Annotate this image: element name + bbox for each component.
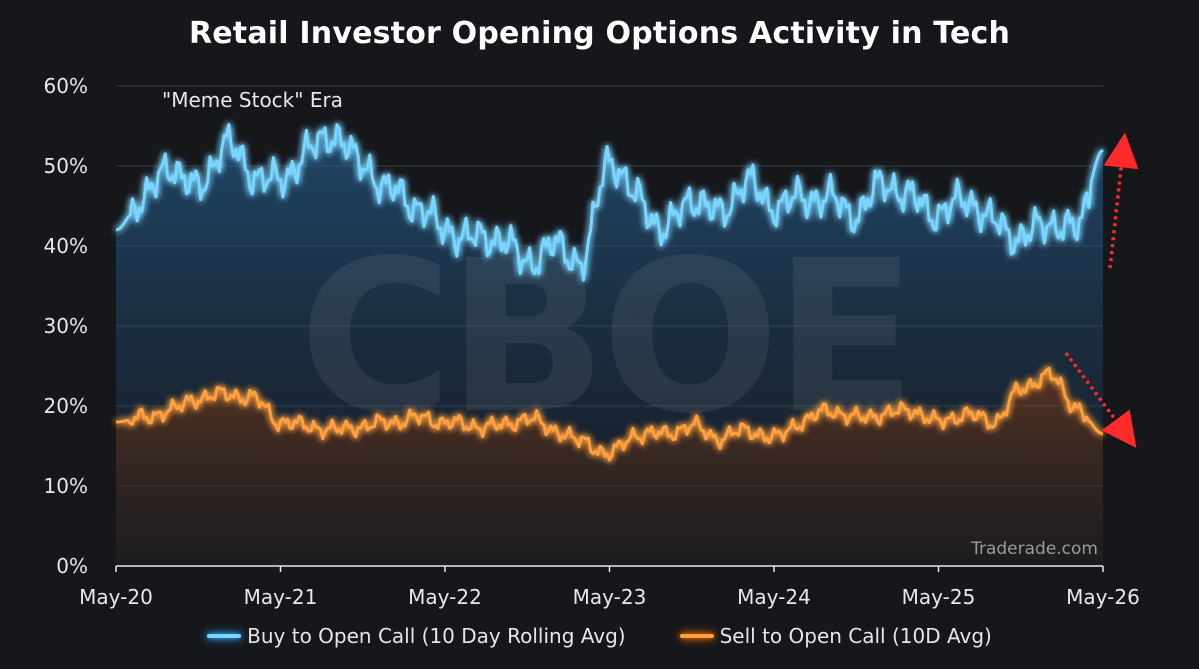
x-tick-label: May-23 — [573, 585, 647, 609]
y-tick-label: 0% — [56, 554, 88, 578]
legend: Buy to Open Call (10 Day Rolling Avg) Se… — [0, 624, 1199, 648]
x-tick-label: May-21 — [244, 585, 318, 609]
y-axis: 0% 10% 20% 30% 40% 50% 60% — [44, 74, 88, 578]
x-tick-label: May-26 — [1066, 585, 1140, 609]
legend-label-buy: Buy to Open Call (10 Day Rolling Avg) — [247, 624, 626, 648]
x-tick-label: May-22 — [408, 585, 482, 609]
series-line-0 — [115, 123, 1104, 282]
x-tick-label: May-25 — [902, 585, 976, 609]
annotation-meme-era: "Meme Stock" Era — [162, 88, 343, 112]
chart-title: Retail Investor Opening Options Activity… — [188, 16, 1011, 51]
legend-label-sell: Sell to Open Call (10D Avg) — [719, 624, 992, 648]
x-tick-label: May-20 — [79, 585, 153, 609]
y-tick-label: 30% — [44, 314, 88, 338]
y-tick-label: 50% — [44, 154, 88, 178]
area-fills — [116, 124, 1103, 566]
series-line-1 — [115, 366, 1104, 462]
legend-entry-buy: Buy to Open Call (10 Day Rolling Avg) — [207, 624, 626, 648]
trend-arrow-down — [1064, 351, 1137, 449]
y-tick-label: 20% — [44, 394, 88, 418]
legend-entry-sell: Sell to Open Call (10D Avg) — [679, 624, 992, 648]
legend-swatch-buy — [207, 634, 242, 638]
y-tick-label: 40% — [44, 234, 88, 258]
y-tick-label: 60% — [44, 74, 88, 98]
x-tick-label: May-24 — [737, 585, 811, 609]
x-axis: May-20 May-21 May-22 May-23 May-24 May-25 May-… — [79, 565, 1140, 609]
trend-arrow-up — [1103, 132, 1139, 269]
y-tick-label: 10% — [44, 474, 88, 498]
legend-swatch-sell — [679, 634, 714, 638]
series-lines — [115, 123, 1104, 462]
series-area-1 — [116, 368, 1103, 566]
source-credit: Traderade.com — [970, 539, 1098, 559]
